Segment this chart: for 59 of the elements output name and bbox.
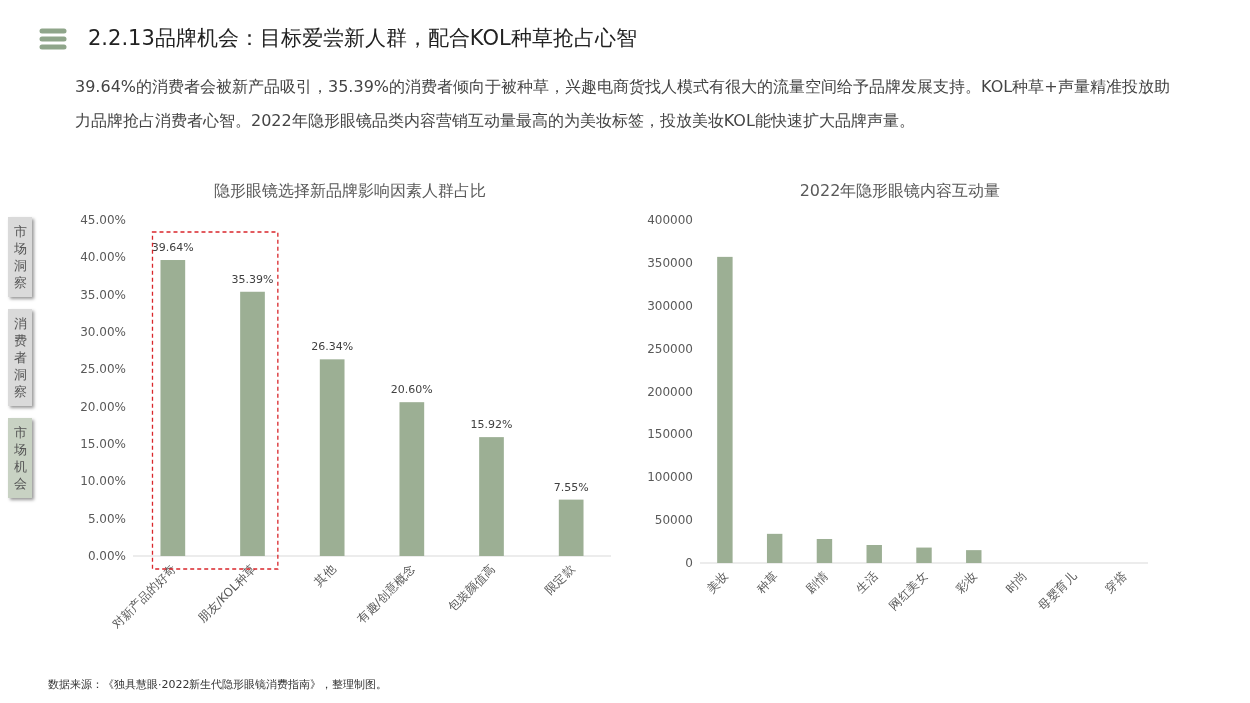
text: 2.2.13品牌机会：目标爱尝新人群，配合KOL种草抢占心智 — [88, 25, 637, 52]
bar — [966, 550, 982, 563]
x-tick-label: 包装颜值高 — [445, 562, 498, 615]
data-label: 7.55% — [553, 480, 589, 494]
bar — [399, 402, 425, 556]
y-tick-label: 5.00% — [87, 511, 126, 526]
bar — [816, 538, 833, 563]
x-tick-label: 彩妆 — [953, 569, 980, 597]
x-tick-label: 剧情 — [803, 569, 831, 597]
chart-title: 隐形眼镜选择新品牌影响因素人群占比 — [214, 181, 486, 200]
y-tick-label: 40.00% — [80, 250, 126, 265]
x-tick-label: 母婴育儿 — [1035, 569, 1080, 614]
x-tick-label: 对新产品的好奇 — [109, 562, 179, 632]
y-tick-label: 100000 — [647, 470, 693, 485]
x-tick-label: 种草 — [753, 569, 781, 597]
data-label: 20.60% — [390, 383, 433, 397]
y-tick-label: 50000 — [654, 513, 693, 528]
x-tick-label: 穿搭 — [1102, 569, 1130, 597]
bar — [916, 547, 932, 563]
data-label: 15.92% — [470, 418, 513, 432]
y-tick-label: 150000 — [647, 427, 693, 442]
bar — [717, 256, 733, 563]
text: 市场机会 — [13, 424, 27, 492]
x-tick-label: 生活 — [853, 569, 881, 597]
y-tick-label: 35.00% — [80, 287, 126, 302]
y-tick-label: 0 — [685, 556, 693, 570]
x-tick-label: 美妆 — [704, 569, 732, 597]
y-tick-label: 25.00% — [80, 362, 126, 377]
bar — [866, 544, 882, 563]
x-tick-label: 其他 — [311, 562, 339, 590]
y-tick-label: 400000 — [647, 213, 693, 227]
text: 消费者洞察 — [13, 315, 27, 400]
bar — [240, 291, 265, 556]
y-tick-label: 15.00% — [80, 437, 126, 451]
x-tick-label: 时尚 — [1002, 569, 1030, 597]
y-tick-label: 30.00% — [80, 325, 126, 339]
data-label: 39.64% — [151, 241, 194, 255]
y-tick-label: 250000 — [647, 341, 693, 356]
bar — [479, 437, 504, 556]
bar — [766, 533, 783, 563]
bar — [319, 359, 345, 556]
x-tick-label: 有趣/创意概念 — [354, 562, 418, 626]
data-label: 26.34% — [311, 340, 354, 354]
text: 市场洞察 — [13, 223, 27, 291]
y-tick-label: 45.00% — [80, 213, 126, 227]
text: 39.64%的消费者会被新产品吸引，35.39%的消费者倾向于被种草，兴趣电商货找人模式有很大的流量空间给予品牌发展支持。KOL种草+声量精准投放助力品牌抢占消费者心智。2022年隐形眼镜品类内容营销互动量最高的为美妆标签，投放美妆KOL能快速扩大品牌声量。 — [75, 76, 1171, 132]
y-tick-label: 350000 — [647, 255, 693, 270]
data-label: 35.39% — [231, 272, 274, 286]
y-tick-label: 0.00% — [87, 549, 126, 563]
y-tick-label: 20.00% — [80, 399, 126, 414]
x-tick-label: 限定款 — [541, 562, 578, 598]
bar — [558, 499, 584, 556]
chart-title: 2022年隐形眼镜内容互动量 — [799, 181, 1001, 200]
y-tick-label: 300000 — [647, 298, 693, 313]
x-tick-label: 网红美女 — [886, 569, 931, 614]
y-tick-label: 200000 — [647, 384, 693, 399]
bar — [160, 260, 186, 556]
y-tick-label: 10.00% — [80, 474, 126, 489]
source-note: 数据来源：《独具慧眼·2022新生代隐形眼镜消费指南》，整理制图。 — [48, 677, 388, 692]
